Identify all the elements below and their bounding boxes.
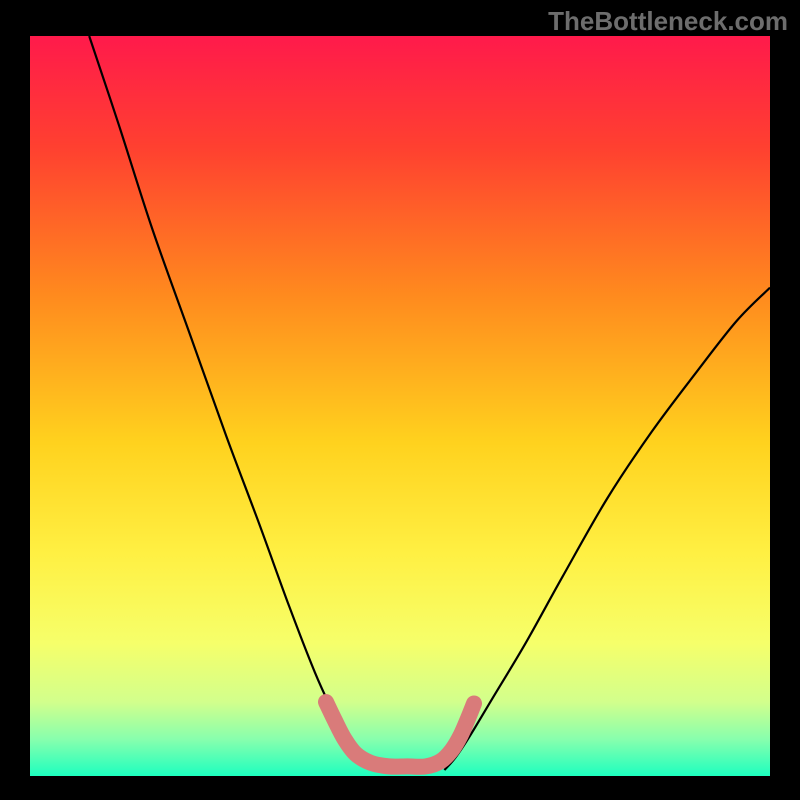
curves-svg [30, 36, 770, 776]
chart-container: TheBottleneck.com [0, 0, 800, 800]
left-curve [89, 36, 381, 770]
right-curve [444, 288, 770, 770]
watermark-text: TheBottleneck.com [548, 6, 788, 37]
ideal-zone-path [326, 702, 474, 767]
plot-area [30, 36, 770, 776]
